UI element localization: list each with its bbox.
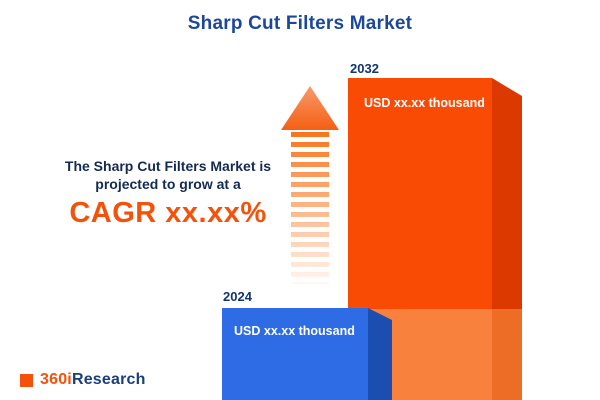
logo-mark-icon [20, 373, 33, 387]
arrow-shaft-stripes [291, 132, 329, 284]
description-line-2: projected to grow at a [95, 176, 241, 192]
page-title: Sharp Cut Filters Market [187, 13, 413, 34]
brand-logo: 360iResearch [20, 371, 146, 389]
description-line-1: The Sharp Cut Filters Market is [64, 158, 272, 174]
logo-text-prefix: 360i [40, 371, 72, 388]
bar-2024-year-label: 2024 [223, 289, 252, 304]
bar-2024-side-face [368, 308, 392, 400]
bar-2024-value-label: USD xx.xx thousand [234, 324, 355, 338]
bar-2032-value-label: USD xx.xx thousand [364, 96, 485, 110]
logo-text: 360iResearch [40, 371, 146, 389]
bar-2024 [222, 308, 368, 400]
bar-2032-side-face [492, 78, 522, 400]
bar-2032-year-label: 2032 [350, 61, 379, 76]
cagr-highlight: CAGR xx.xx% [69, 197, 267, 229]
description-block: The Sharp Cut Filters Market is projecte… [18, 157, 318, 229]
logo-text-suffix: Research [71, 371, 146, 388]
arrow-up-icon [281, 86, 339, 130]
